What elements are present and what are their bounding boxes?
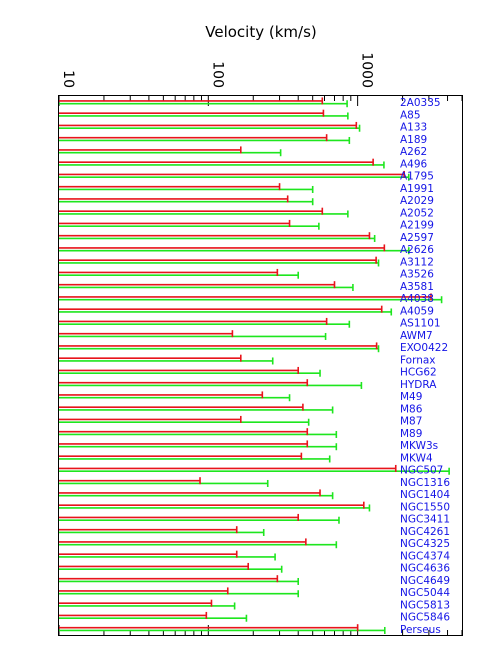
category-label: A1991 (400, 183, 434, 195)
category-label: NGC4325 (400, 538, 450, 550)
category-label: A85 (400, 109, 421, 121)
category-label: MKW4 (400, 452, 433, 464)
category-label: A2597 (400, 232, 434, 244)
category-label: NGC5813 (400, 599, 450, 611)
category-label: M49 (400, 391, 422, 403)
category-labels: 2A0335A85A133A189A262A496A1795A1991A2029… (400, 97, 450, 636)
category-label: M87 (400, 416, 422, 428)
category-label: NGC507 (400, 465, 443, 477)
tick-label: 1000 (359, 52, 375, 88)
category-label: A496 (400, 158, 428, 170)
category-label: 2A0335 (400, 97, 441, 109)
category-label: NGC4261 (400, 526, 450, 538)
category-label: NGC3411 (400, 514, 450, 526)
category-label: NGC1404 (400, 489, 450, 501)
category-label: HYDRA (400, 379, 437, 391)
category-label: NGC5846 (400, 612, 450, 624)
category-label: NGC4636 (400, 563, 450, 575)
category-label: A2052 (400, 207, 434, 219)
tick-label: 10 (60, 70, 76, 88)
category-label: A3526 (400, 269, 434, 281)
category-label: M89 (400, 428, 422, 440)
category-label: A133 (400, 122, 427, 134)
category-label: A2626 (400, 244, 434, 256)
category-label: A4059 (400, 305, 434, 317)
category-label: Perseus (400, 624, 441, 636)
category-label: A189 (400, 134, 427, 146)
bars (59, 97, 450, 634)
category-label: A262 (400, 146, 427, 158)
category-label: MKW3s (400, 440, 438, 452)
category-label: A1795 (400, 171, 434, 183)
category-label: A3581 (400, 281, 434, 293)
category-label: A3112 (400, 256, 434, 268)
category-label: NGC5044 (400, 587, 450, 599)
category-label: NGC4649 (400, 575, 450, 587)
category-label: EXO0422 (400, 342, 448, 354)
category-label: HCG62 (400, 367, 437, 379)
plot-frame (58, 95, 463, 636)
category-label: AWM7 (400, 330, 433, 342)
category-label: NGC1550 (400, 501, 450, 513)
category-label: Fornax (400, 354, 436, 366)
axis-title: Velocity (km/s) (205, 23, 316, 41)
category-label: A4038 (400, 293, 434, 305)
category-label: NGC1316 (400, 477, 450, 489)
category-label: AS1101 (400, 318, 441, 330)
category-label: M86 (400, 403, 423, 415)
tick-label: 100 (209, 61, 225, 88)
x-axis-tick-labels: 10 100 1000 (60, 52, 375, 88)
category-label: NGC4374 (400, 550, 450, 562)
category-label: A2199 (400, 220, 434, 232)
category-label: A2029 (400, 195, 434, 207)
